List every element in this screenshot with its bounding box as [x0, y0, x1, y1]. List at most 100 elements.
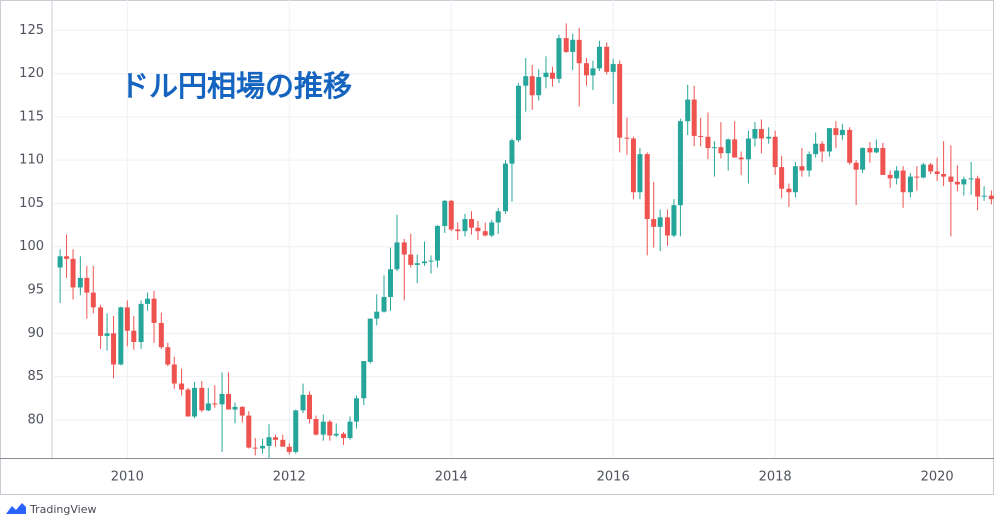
candle-body	[353, 398, 359, 422]
y-tick-label: 115	[19, 109, 44, 124]
x-tick-label: 2016	[597, 470, 630, 485]
candle-body	[968, 178, 974, 180]
y-tick-label: 90	[27, 326, 44, 341]
candle-body	[313, 419, 319, 435]
candle-body	[610, 64, 616, 72]
candle-body	[988, 195, 994, 200]
candle-body	[570, 39, 576, 52]
candle-body	[388, 269, 394, 297]
y-tick-label: 85	[27, 369, 44, 384]
candle-body	[408, 254, 414, 265]
candle-body	[341, 433, 347, 439]
candle-body	[718, 147, 724, 154]
candle-body	[839, 129, 845, 136]
candle-body	[300, 394, 306, 411]
candle-body	[819, 143, 825, 152]
candle-body	[786, 188, 792, 193]
candle-body	[914, 176, 920, 178]
candle-body	[799, 166, 805, 171]
candle-body	[199, 387, 205, 411]
candle-body	[847, 129, 853, 163]
candle-body	[475, 227, 481, 232]
y-tick-label: 125	[19, 23, 44, 38]
candle-body	[77, 277, 83, 288]
y-tick-label: 110	[19, 153, 44, 168]
candle-body	[381, 296, 387, 312]
candle-body	[260, 445, 266, 449]
candle-body	[489, 222, 495, 236]
candle-body	[252, 447, 258, 449]
candle-body	[907, 176, 913, 193]
candle-body	[347, 421, 353, 439]
candle-body	[671, 205, 677, 236]
candle-body	[111, 333, 117, 365]
candle-body	[84, 277, 90, 293]
candle-body	[401, 242, 407, 255]
candle-body	[266, 437, 272, 446]
candle-body	[448, 200, 454, 230]
candle-body	[779, 167, 785, 189]
candle-body	[422, 261, 428, 264]
candle-body	[677, 121, 683, 206]
candle-body	[752, 129, 758, 139]
candle-body	[361, 361, 367, 399]
candle-body	[651, 219, 657, 227]
candle-body	[981, 195, 987, 197]
candle-body	[502, 163, 508, 212]
candle-body	[867, 148, 873, 153]
y-tick-label: 120	[19, 66, 44, 81]
candle-body	[523, 76, 529, 86]
candle-body	[806, 154, 812, 171]
candle-body	[664, 217, 670, 236]
candle-body	[954, 181, 960, 185]
x-tick-label: 2014	[435, 470, 468, 485]
x-tick-label: 2012	[273, 470, 306, 485]
candle-body	[813, 143, 819, 155]
candle-body	[691, 99, 697, 136]
candle-body	[495, 211, 501, 223]
candle-body	[320, 421, 326, 435]
candle-body	[826, 128, 832, 152]
candles	[57, 23, 994, 458]
candle-body	[880, 148, 886, 175]
candle-body	[685, 99, 691, 122]
candle-body	[205, 403, 211, 411]
candle-body	[179, 383, 185, 390]
candle-body	[280, 439, 286, 447]
candle-body	[307, 394, 313, 420]
candle-body	[894, 170, 900, 179]
candle-body	[394, 242, 400, 270]
candle-body	[57, 256, 63, 268]
candle-body	[624, 137, 630, 139]
candle-body	[70, 258, 76, 288]
candle-body	[239, 406, 245, 416]
candle-body	[131, 330, 137, 342]
candle-body	[705, 136, 711, 149]
candle-body	[165, 347, 171, 365]
candle-body	[509, 140, 515, 164]
candle-body	[637, 154, 643, 193]
candle-body	[617, 64, 623, 138]
candle-body	[975, 178, 981, 197]
candle-body	[772, 136, 778, 168]
y-tick-label: 80	[27, 412, 44, 427]
candle-body	[90, 292, 96, 308]
candle-body	[596, 46, 602, 69]
candle-body	[920, 164, 926, 178]
candle-body	[185, 389, 191, 417]
candle-body	[327, 421, 333, 436]
candle-body	[549, 72, 555, 79]
y-tick-label: 100	[19, 239, 44, 254]
candle-body	[367, 318, 373, 362]
candle-body	[928, 164, 934, 172]
candle-body	[428, 260, 434, 262]
candle-body	[286, 446, 292, 452]
candle-body	[732, 139, 738, 158]
candle-body	[941, 174, 947, 177]
candle-body	[434, 225, 440, 261]
candle-body	[604, 46, 610, 72]
candle-body	[590, 68, 596, 76]
candle-body	[556, 38, 562, 79]
grid	[52, 0, 993, 458]
